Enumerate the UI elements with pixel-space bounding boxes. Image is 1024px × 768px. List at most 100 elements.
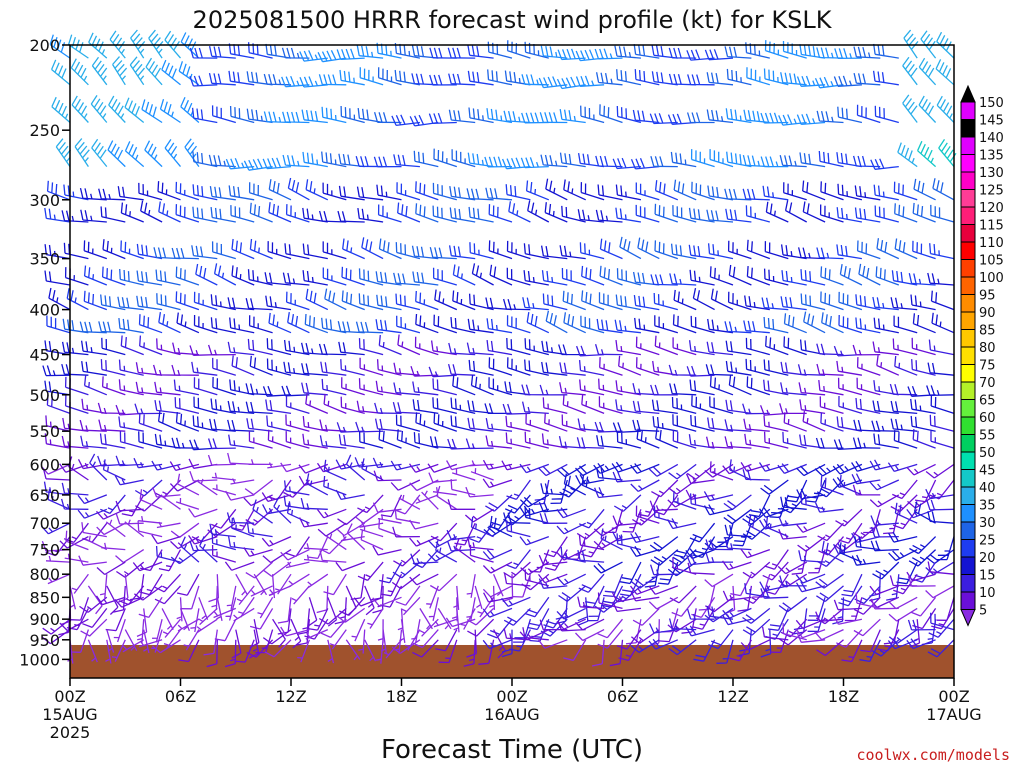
- wind-barb: [556, 76, 586, 90]
- wind-barb: [672, 314, 697, 334]
- wind-barb: [447, 499, 476, 510]
- wind-barb: [780, 361, 807, 376]
- colorbar-segment: [960, 381, 976, 400]
- wind-barb: [936, 597, 955, 621]
- wind-barb: [467, 417, 494, 432]
- wind-barb: [171, 437, 199, 449]
- wind-barb: [487, 69, 513, 86]
- wind-barb: [799, 339, 826, 356]
- wind-barb: [563, 473, 587, 496]
- wind-barb: [503, 607, 531, 626]
- wind-barb: [559, 362, 586, 376]
- wind-barb: [373, 156, 402, 168]
- wind-barb: [760, 629, 772, 658]
- wind-barb: [301, 382, 328, 396]
- wind-barb: [231, 265, 255, 286]
- wind-barb: [378, 238, 402, 260]
- wind-barb: [852, 437, 881, 449]
- wind-barb: [120, 240, 144, 260]
- wind-barb: [505, 549, 531, 570]
- wind-barb: [375, 639, 384, 664]
- wind-barb: [468, 359, 494, 376]
- wind-barb: [629, 585, 660, 595]
- wind-barb: [521, 112, 549, 124]
- wind-barb: [188, 535, 218, 545]
- wind-barb: [248, 430, 273, 449]
- wind-barb: [595, 155, 623, 168]
- wind-barb: [212, 484, 236, 496]
- wind-barb: [875, 266, 900, 286]
- wind-barb: [906, 571, 936, 582]
- wind-barb: [322, 182, 347, 201]
- wind-barb: [433, 412, 458, 432]
- wind-barb: [100, 206, 126, 223]
- wind-barb: [744, 433, 770, 449]
- wind-barb: [509, 629, 531, 652]
- wind-barb: [581, 474, 605, 496]
- wind-barb: [873, 433, 899, 449]
- colorbar-label: 150: [979, 96, 1004, 111]
- wind-barb: [305, 179, 329, 201]
- wind-barb: [599, 104, 623, 124]
- wind-barb: [635, 505, 660, 524]
- wind-barb: [519, 494, 550, 508]
- wind-barb: [207, 438, 236, 450]
- wind-barb: [477, 596, 495, 618]
- wind-barb: [820, 476, 844, 496]
- wind-barb: [262, 157, 292, 170]
- wind-barb: [224, 561, 255, 571]
- wind-barb: [503, 512, 531, 524]
- wind-barb: [339, 596, 366, 616]
- wind-barb: [918, 57, 937, 86]
- wind-barb: [345, 454, 366, 481]
- wind-barb: [79, 187, 107, 201]
- wind-barb: [277, 597, 292, 624]
- wind-barb: [504, 381, 531, 396]
- wind-barb: [668, 639, 697, 656]
- wind-barb: [101, 266, 126, 286]
- wind-barb: [246, 522, 273, 538]
- wind-barb: [522, 297, 549, 311]
- wind-barb: [130, 29, 146, 59]
- wind-barb: [447, 47, 476, 59]
- wind-barb: [633, 295, 660, 311]
- wind-barb: [725, 208, 752, 223]
- colorbar-label: 115: [979, 219, 1004, 234]
- wind-barb: [361, 237, 384, 260]
- wind-barb: [890, 400, 918, 415]
- y-tick-label: 1000: [19, 650, 60, 669]
- wind-barb: [281, 385, 310, 397]
- wind-barb: [836, 244, 863, 260]
- wind-barb: [327, 597, 338, 627]
- wind-barb: [374, 402, 402, 415]
- wind-barb: [244, 479, 273, 496]
- wind-barb: [929, 414, 955, 432]
- wind-barb: [395, 242, 421, 260]
- wind-barb: [163, 629, 182, 650]
- wind-barb: [287, 177, 310, 201]
- wind-barb: [411, 245, 439, 260]
- wind-barb: [833, 543, 863, 555]
- wind-barb: [687, 74, 715, 86]
- colorbar-label: 85: [979, 324, 996, 339]
- colorbar-label: 145: [979, 114, 1004, 129]
- wind-barb: [370, 574, 384, 601]
- wind-barb: [612, 422, 641, 434]
- wind-barb: [231, 355, 255, 376]
- wind-barb: [503, 627, 531, 641]
- wind-barb: [740, 462, 770, 472]
- wind-barb: [231, 238, 255, 260]
- colorbar-segment: [960, 311, 976, 330]
- wind-barb: [927, 272, 955, 286]
- wind-barb: [888, 531, 918, 543]
- wind-barb: [910, 596, 937, 617]
- wind-barb: [686, 608, 715, 620]
- wind-barb: [300, 342, 328, 356]
- wind-barb: [428, 112, 457, 125]
- wind-barb: [429, 573, 458, 592]
- wind-barb: [556, 463, 587, 478]
- wind-barb: [115, 455, 144, 467]
- wind-barb: [247, 269, 273, 286]
- colorbar-segment: [960, 101, 976, 120]
